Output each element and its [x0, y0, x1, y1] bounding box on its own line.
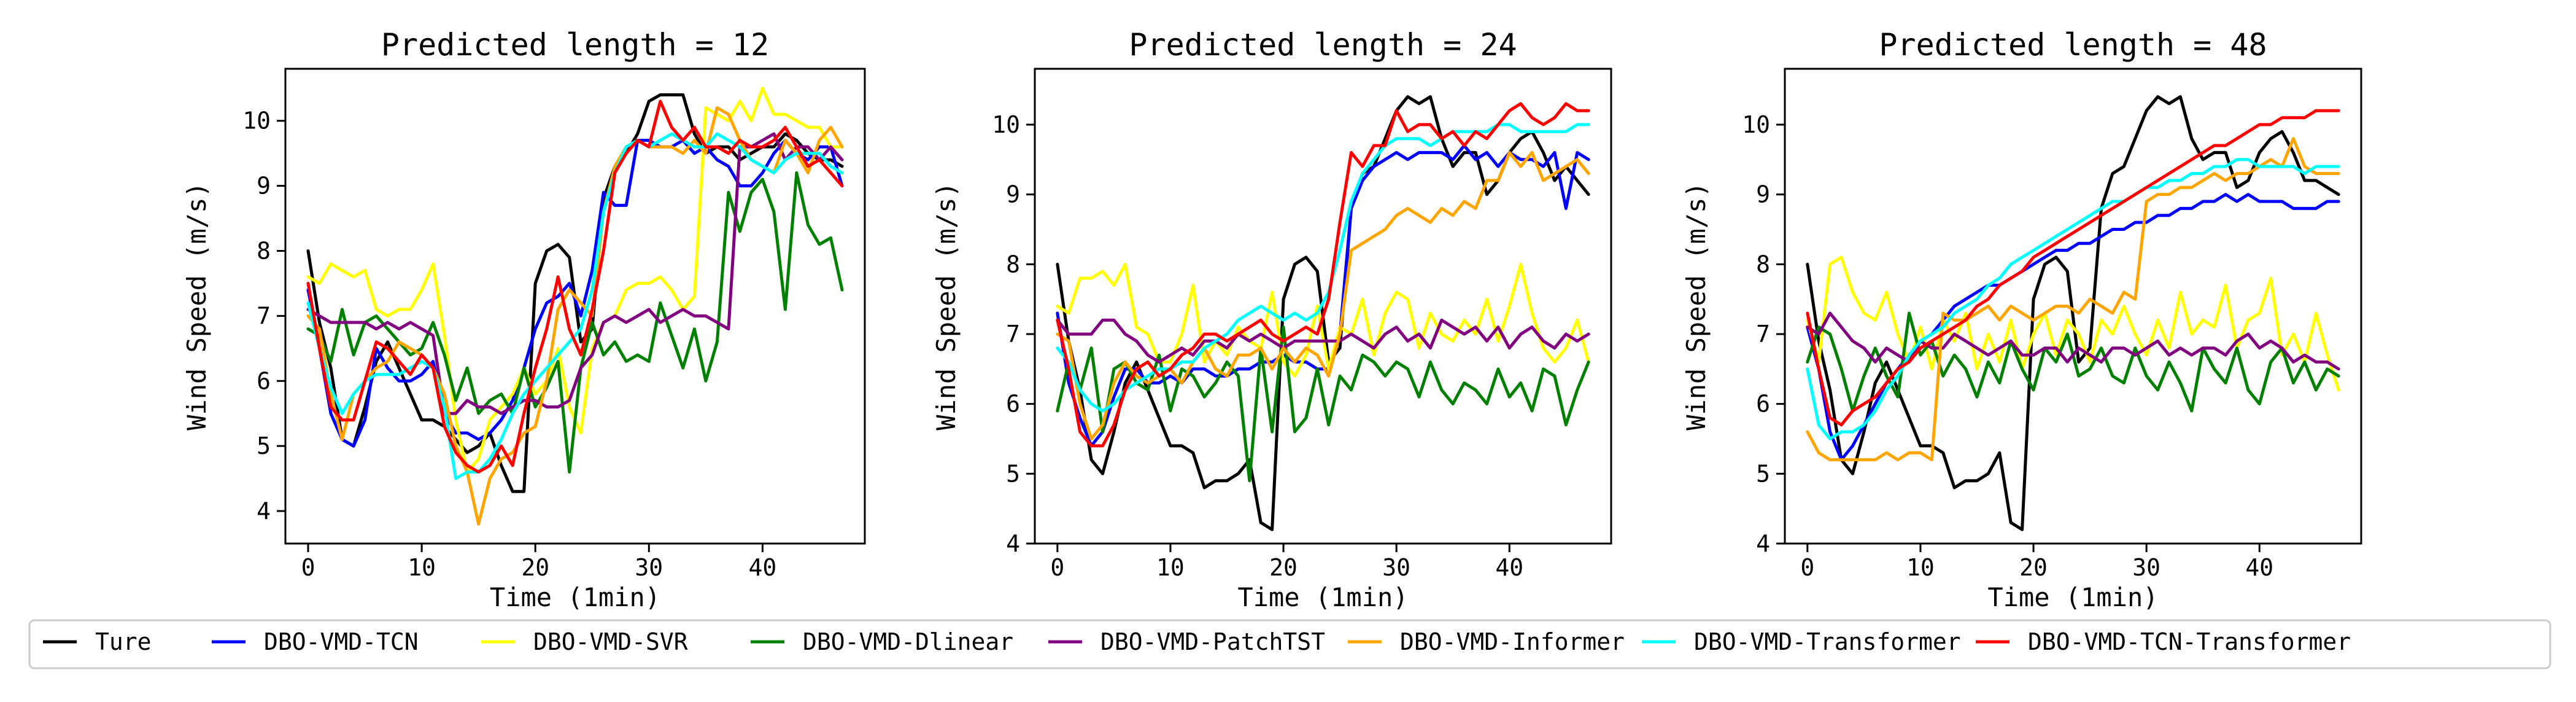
series-line-ture — [1806, 95, 2340, 531]
legend-item-dbo-vmd-svr: DBO-VMD-SVR — [481, 628, 688, 655]
legend-item-dbo-vmd-patchtst: DBO-VMD-PatchTST — [1048, 628, 1325, 655]
y-tick-label: 5 — [1756, 460, 1770, 487]
chart-title: Predicted length = 24 — [1129, 27, 1517, 63]
y-tick-label: 10 — [1742, 111, 1770, 138]
chart-panel-2: Predicted length = 24 0 10 20 30 40 4 5 6 7 8 9 10 Ti… — [931, 27, 1612, 612]
y-tick-label: 7 — [1756, 321, 1770, 348]
x-tick-label: 0 — [1050, 554, 1064, 581]
y-axis-label: Wind Speed (m/s) — [182, 182, 212, 431]
legend-label: DBO-VMD-Informer — [1400, 628, 1625, 655]
y-tick-label: 4 — [1756, 530, 1770, 557]
series-line-dbo-vmd-dlinear — [306, 171, 844, 474]
x-tick-label: 30 — [1382, 554, 1410, 581]
series-line-dbo-vmd-tcn-transformer — [306, 99, 844, 474]
series-line-dbo-vmd-tcn-transformer — [1806, 109, 2340, 427]
x-axis-label: Time (1min) — [1237, 582, 1408, 612]
plot-frame — [1034, 68, 1612, 545]
y-tick-label: 9 — [1756, 181, 1770, 208]
series-group — [306, 87, 844, 526]
x-tick-label: 10 — [1156, 554, 1185, 581]
y-tick-label: 4 — [1006, 530, 1020, 557]
x-tick-label: 10 — [1906, 554, 1935, 581]
series-line-dbo-vmd-transformer — [1806, 158, 2340, 440]
y-tick-label: 4 — [257, 497, 271, 525]
x-tick-label: 0 — [1800, 554, 1814, 581]
legend-label: DBO-VMD-Dlinear — [803, 628, 1013, 655]
legend-frame — [28, 619, 2551, 669]
y-tick-label: 8 — [1756, 251, 1770, 278]
y-tick-label: 10 — [242, 107, 271, 135]
plot-frame — [1784, 68, 2362, 545]
y-tick-label: 8 — [257, 237, 271, 264]
legend-item-dbo-vmd-transformer: DBO-VMD-Transformer — [1642, 628, 1961, 655]
series-line-dbo-vmd-patchtst — [1806, 311, 2340, 371]
y-axis-label: Wind Speed (m/s) — [931, 182, 961, 431]
chart-title: Predicted length = 48 — [1879, 27, 2267, 63]
y-tick-label: 6 — [1756, 391, 1770, 418]
x-tick-label: 0 — [301, 554, 315, 581]
x-axis-label: Time (1min) — [490, 582, 660, 612]
legend-label: DBO-VMD-PatchTST — [1100, 628, 1325, 655]
legend-label: Ture — [95, 628, 152, 655]
legend-item-dbo-vmd-informer: DBO-VMD-Informer — [1348, 628, 1625, 655]
series-group — [1056, 95, 1590, 531]
legend-item-dbo-vmd-tcn: DBO-VMD-TCN — [212, 628, 419, 655]
plot-frame — [284, 68, 866, 545]
x-tick-label: 20 — [521, 554, 549, 581]
y-tick-label: 6 — [257, 367, 271, 394]
legend-label: DBO-VMD-SVR — [533, 628, 688, 655]
chart-panel-1: Predicted length = 12 0 10 20 30 40 4 5 6 7 8 9 10 Ti… — [182, 27, 866, 612]
series-line-dbo-vmd-dlinear — [1056, 326, 1590, 483]
x-tick-label: 40 — [2245, 554, 2273, 581]
chart-panel-3: Predicted length = 48 0 10 20 30 40 4 5 6 7 8 9 10 Ti… — [1681, 27, 2362, 612]
y-tick-label: 6 — [1006, 391, 1020, 418]
chart-title: Predicted length = 12 — [381, 27, 769, 63]
series-line-dbo-vmd-tcn — [306, 139, 844, 448]
series-line-dbo-vmd-svr — [1056, 262, 1590, 378]
x-axis-label: Time (1min) — [1987, 582, 2158, 612]
y-tick-label: 9 — [1006, 181, 1020, 208]
legend-item-ture: Ture — [43, 628, 152, 655]
series-line-dbo-vmd-tcn-transformer — [1056, 102, 1590, 448]
series-line-dbo-vmd-informer — [1806, 137, 2340, 462]
y-axis-label: Wind Speed (m/s) — [1681, 182, 1711, 431]
series-group — [1806, 95, 2340, 531]
y-tick-label: 10 — [992, 111, 1020, 138]
legend-label: DBO-VMD-TCN — [264, 628, 419, 655]
legend-label: DBO-VMD-TCN-Transformer — [2028, 628, 2351, 655]
x-tick-label: 20 — [1269, 554, 1298, 581]
x-tick-label: 40 — [749, 554, 777, 581]
x-tick-label: 30 — [2132, 554, 2160, 581]
x-tick-label: 20 — [2019, 554, 2048, 581]
series-line-dbo-vmd-patchtst — [1056, 318, 1590, 364]
y-tick-label: 5 — [1006, 460, 1020, 487]
y-tick-label: 8 — [1006, 251, 1020, 278]
legend: Ture DBO-VMD-TCN DBO-VMD-SVR DBO-VMD-Dlinea… — [28, 619, 2551, 669]
y-tick-label: 7 — [257, 302, 271, 329]
legend-item-dbo-vmd-dlinear: DBO-VMD-Dlinear — [751, 628, 1013, 655]
x-tick-label: 30 — [635, 554, 663, 581]
x-tick-label: 40 — [1495, 554, 1523, 581]
series-line-dbo-vmd-transformer — [306, 132, 844, 480]
series-line-dbo-vmd-informer — [1056, 150, 1590, 440]
legend-item-dbo-vmd-tcn-transformer: DBO-VMD-TCN-Transformer — [1976, 628, 2351, 655]
legend-label: DBO-VMD-Transformer — [1694, 628, 1961, 655]
y-tick-label: 7 — [1006, 321, 1020, 348]
y-tick-label: 9 — [257, 173, 271, 200]
series-line-dbo-vmd-svr — [1806, 255, 2340, 392]
y-tick-label: 5 — [257, 432, 271, 459]
x-tick-label: 10 — [408, 554, 436, 581]
